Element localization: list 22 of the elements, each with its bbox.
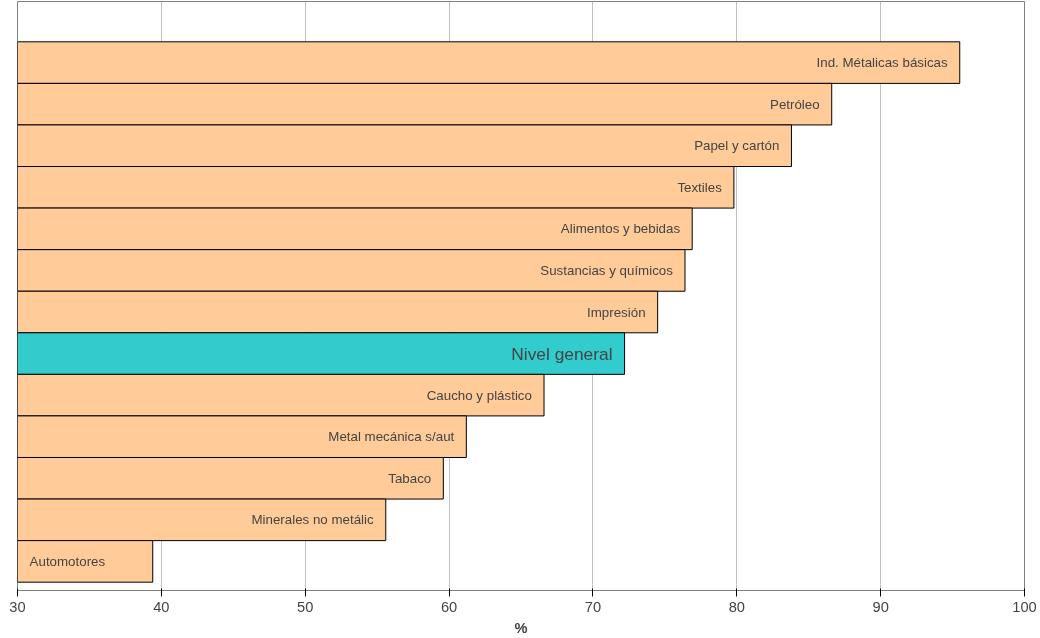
x-tick-label: 60 [440,598,458,615]
y-tick-label: Metal mecánica s/aut [328,429,455,445]
y-tick-label: Alimentos y bebidas [560,221,681,237]
x-tick-label: 30 [9,598,26,615]
y-tick-label: Sustancias y químicos [540,262,674,278]
y-tick-label: Impresión [587,304,646,320]
y-tick-label: Ind. Métalicas básicas [816,55,949,71]
y-tick-label: Tabaco [388,470,432,486]
y-tick-label: Papel y cartón [694,138,780,154]
x-tick-label: 40 [153,598,170,615]
y-tick-label: Textiles [677,179,723,195]
y-tick-label: Automotores [29,553,106,569]
x-axis-title: % [514,619,528,636]
x-tick-label: 90 [872,598,889,615]
y-tick-label: Minerales no metálic [251,512,375,528]
y-tick-label: Caucho y plástico [426,387,532,403]
y-tick-label: Nivel general [511,343,613,364]
x-tick-label: 100 [1012,598,1037,615]
y-tick-label: Petróleo [770,96,820,112]
x-tick-label: 80 [728,598,745,615]
x-tick-label: 70 [584,598,602,615]
x-tick-label: 50 [297,598,314,615]
